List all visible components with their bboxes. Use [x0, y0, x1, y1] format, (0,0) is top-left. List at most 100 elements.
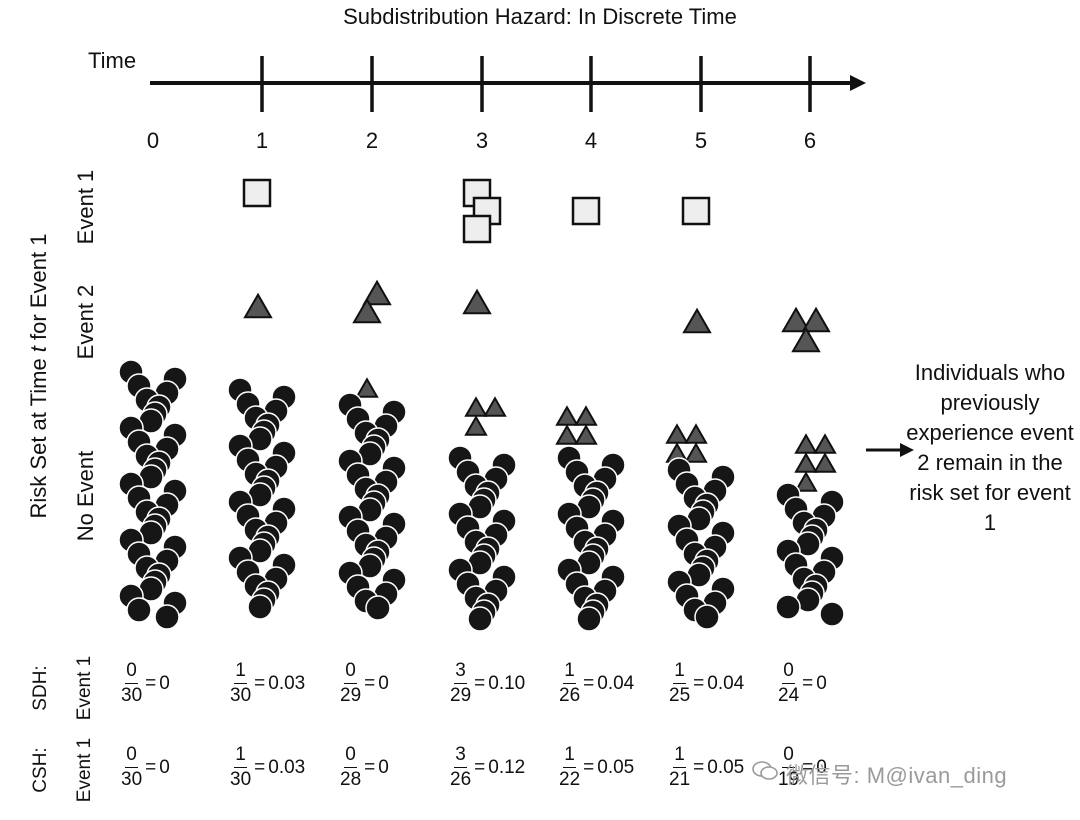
- csh-equals: =: [254, 756, 266, 778]
- prior-event2-triangle-t5-0: [665, 423, 689, 444]
- risk-set-label-main: Risk Set at Time: [26, 352, 51, 519]
- sdh-denominator: 29: [450, 685, 472, 706]
- sdh-equals: =: [474, 672, 486, 694]
- sdh-numerator: 1: [673, 660, 686, 684]
- csh-value: 0: [159, 756, 170, 778]
- sdh-formula-t0: 0 30 = 0: [121, 660, 170, 707]
- no-event-circle-t1: [247, 594, 273, 620]
- sdh-equals: =: [145, 672, 157, 694]
- csh-value: 0.05: [597, 756, 635, 778]
- sdh-numerator: 1: [563, 660, 576, 684]
- tick-label-1: 1: [255, 128, 269, 153]
- csh-value: 0.05: [707, 756, 745, 778]
- csh-denominator: 26: [450, 769, 472, 790]
- sdh-denominator: 24: [778, 685, 800, 706]
- event2-triangle-t5-0: [682, 307, 712, 334]
- csh-value: 0: [378, 756, 389, 778]
- csh-fraction: 1 22: [559, 744, 580, 791]
- csh-numerator: 0: [344, 744, 357, 768]
- event2-triangle-t6-1: [801, 306, 831, 333]
- chat-icon: [752, 761, 778, 780]
- no-event-circle-t0: [126, 597, 152, 623]
- csh-formula-t2: 0 28 = 0: [340, 744, 389, 791]
- prior-event2-triangle-t4-2: [555, 424, 579, 445]
- sdh-numerator: 0: [125, 660, 138, 684]
- prior-event2-triangle-t6-2: [794, 452, 818, 473]
- tick-label-3: 3: [475, 128, 489, 153]
- sdh-numerator: 0: [782, 660, 795, 684]
- sdh-equals: =: [364, 672, 376, 694]
- csh-equals: =: [583, 756, 595, 778]
- csh-fraction: 1 21: [669, 744, 690, 791]
- csh-formula-t4: 1 22 = 0.05: [559, 744, 634, 791]
- csh-denominator: 28: [340, 769, 362, 790]
- event2-triangle-t6-0: [781, 306, 811, 333]
- no-event-circle-t0: [154, 604, 180, 630]
- sdh-formula-t1: 1 30 = 0.03: [230, 660, 305, 707]
- sdh-label-line1: SDH:: [30, 665, 51, 711]
- sdh-formula-t4: 1 26 = 0.04: [559, 660, 634, 707]
- note-arrow-head: [900, 443, 914, 457]
- prior-event2-triangle-t3-0: [464, 396, 488, 417]
- csh-fraction: 0 19: [778, 744, 799, 791]
- no-event-circle-t2: [365, 595, 391, 621]
- event1-square-t4-0: [571, 196, 601, 226]
- prior-event2-triangle-t6-4: [794, 471, 818, 492]
- tick-label-6: 6: [803, 128, 817, 153]
- sdh-numerator: 0: [344, 660, 357, 684]
- tick-label-2: 2: [365, 128, 379, 153]
- row-label-event1: Event 1: [73, 169, 98, 245]
- sdh-fraction: 0 30: [121, 660, 142, 707]
- sdh-value: 0: [159, 672, 170, 694]
- sdh-value: 0: [378, 672, 389, 694]
- no-event-circle-t3: [467, 606, 493, 632]
- row-label-event2: Event 2: [73, 284, 98, 360]
- csh-label-line2: Event 1: [74, 737, 95, 803]
- sdh-fraction: 3 29: [450, 660, 471, 707]
- csh-numerator: 0: [125, 744, 138, 768]
- event2-triangle-t3-0: [462, 288, 492, 315]
- sdh-denominator: 30: [121, 685, 143, 706]
- no-event-circle-t6: [775, 594, 801, 620]
- csh-denominator: 21: [669, 769, 691, 790]
- prior-event2-triangle-t4-3: [574, 424, 598, 445]
- risk-set-label-italic: t: [26, 346, 51, 353]
- csh-formula-t1: 1 30 = 0.03: [230, 744, 305, 791]
- sdh-formula-t3: 3 29 = 0.10: [450, 660, 525, 707]
- no-event-circle-t6: [819, 601, 845, 627]
- csh-equals: =: [693, 756, 705, 778]
- csh-numerator: 3: [454, 744, 467, 768]
- csh-numerator: 1: [673, 744, 686, 768]
- prior-event2-triangle-t4-1: [574, 405, 598, 426]
- csh-denominator: 22: [559, 769, 581, 790]
- prior-event2-triangle-t6-3: [813, 452, 837, 473]
- csh-numerator: 0: [782, 744, 795, 768]
- tick-label-4: 4: [584, 128, 598, 153]
- tick-label-5: 5: [694, 128, 708, 153]
- prior-event2-triangle-t5-1: [684, 423, 708, 444]
- event2-triangle-t2-0: [362, 279, 392, 306]
- csh-fraction: 1 30: [230, 744, 251, 791]
- tick-label-0: 0: [146, 128, 160, 153]
- sdh-value: 0.03: [268, 672, 306, 694]
- csh-fraction: 0 28: [340, 744, 361, 791]
- risk-set-note: Individuals who previously experience ev…: [906, 360, 1074, 535]
- risk-set-axis-label: Risk Set at Time t for Event 1: [26, 186, 54, 566]
- sdh-fraction: 0 29: [340, 660, 361, 707]
- sdh-fraction: 0 24: [778, 660, 799, 707]
- sdh-numerator: 3: [454, 660, 467, 684]
- watermark-text: 微信号: M@ivan_ding: [786, 763, 1008, 788]
- csh-denominator: 19: [778, 769, 800, 790]
- sdh-equals: =: [583, 672, 595, 694]
- sdh-denominator: 30: [230, 685, 252, 706]
- diagram-title: Subdistribution Hazard: In Discrete Time: [343, 4, 737, 29]
- sdh-equals: =: [254, 672, 266, 694]
- prior-event2-triangle-t2-0: [355, 377, 379, 398]
- row-label-no-event: No Event: [73, 450, 98, 542]
- csh-value: 0: [816, 756, 827, 778]
- sdh-fraction: 1 30: [230, 660, 251, 707]
- sdh-value: 0.04: [707, 672, 745, 694]
- sdh-label-line2: Event 1: [74, 655, 95, 721]
- sdh-denominator: 29: [340, 685, 362, 706]
